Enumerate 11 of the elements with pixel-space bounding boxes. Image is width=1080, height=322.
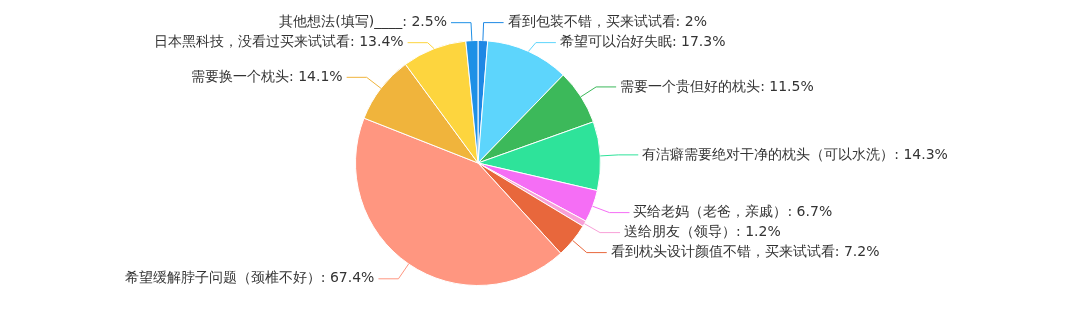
slice-label: 其他想法(填写)____: 2.5% [279,13,447,30]
slice-label: 看到包装不错，买来试试看: 2% [507,13,707,30]
slice-label: 看到枕头设计颜值不错，买来试试看: 7.2% [610,243,880,260]
slice-label: 送给朋友（领导）: 1.2% [624,223,781,240]
slice-label: 希望可以治好失眠: 17.3% [559,33,726,50]
slice-label: 希望缓解脖子问题（颈椎不好）: 67.4% [124,269,375,286]
slice-label: 有洁癖需要绝对干净的枕头（可以水洗）: 14.3% [642,145,948,162]
slice-label: 需要一个贵但好的枕头: 11.5% [620,77,814,94]
slice-label: 日本黑科技，没看过买来试试看: 13.4% [153,33,404,50]
slice-label: 买给老妈（老爸，亲戚）: 6.7% [633,203,833,220]
slice-label: 需要换一个枕头: 14.1% [190,67,343,84]
